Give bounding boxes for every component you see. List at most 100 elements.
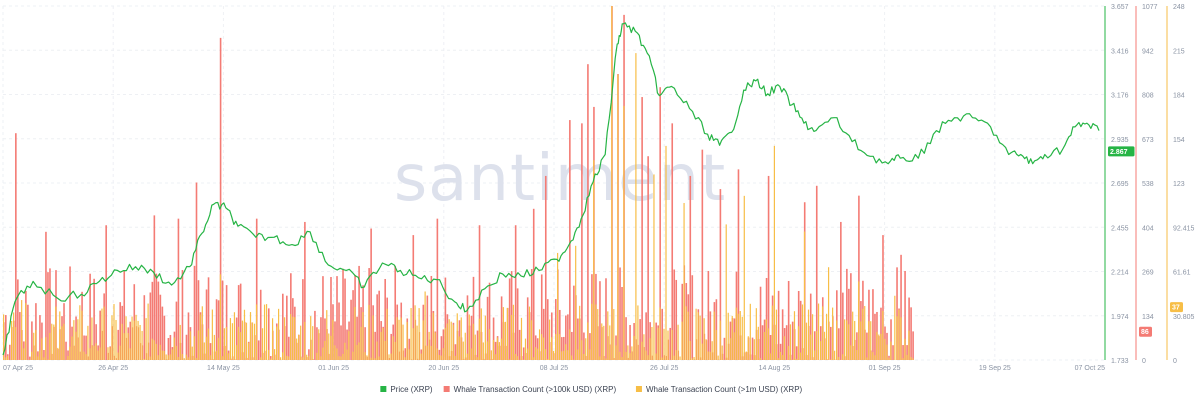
bar [444,327,446,360]
bar [440,355,442,360]
bar [530,320,533,360]
bar [354,306,356,360]
bar [769,353,771,360]
bar [767,175,770,360]
whale-1m-axis: 248 215 184 154 123 92.415 61.61 30.805 0 37 [1166,4,1195,365]
bar [390,353,392,360]
bar [225,285,228,360]
legend-item[interactable]: Price (XRP) [380,385,433,394]
bar [57,347,59,360]
bar [719,320,721,360]
bar [61,326,63,360]
bar [145,318,147,360]
bar [267,349,270,360]
bar [619,267,621,360]
bar [880,333,882,360]
x-tick-label: 19 Sep 25 [979,365,1011,372]
bar [17,279,19,360]
bar [834,350,836,360]
legend-item[interactable]: Whale Transaction Count (>100k USD) (XRP… [443,385,617,394]
bar [904,270,906,360]
bar [476,330,479,360]
bar [125,316,127,360]
bar [438,354,440,360]
bar [856,332,858,360]
bar [705,339,707,360]
tick-label: 673 [1142,137,1154,144]
bar [627,345,629,360]
bar [314,310,316,360]
bar [589,349,591,360]
bar [213,334,215,360]
legend-item[interactable]: Whale Transaction Count (>1m USD) (XRP) [635,385,803,394]
bar [516,288,519,360]
bar [249,312,252,360]
whale-1m-bars [3,6,914,361]
bar [898,309,900,360]
bar [334,345,336,360]
bar [747,336,749,360]
bar [458,336,460,360]
bar [193,265,196,360]
bar [478,318,480,360]
bar [151,338,153,360]
bar [69,266,71,360]
bar [669,327,672,360]
bar [896,267,898,360]
bar [338,356,340,360]
bar [687,311,689,360]
bar [679,356,681,360]
bar [544,175,547,360]
bar [201,306,203,360]
bar [406,321,408,360]
bar [878,334,880,360]
bar [880,307,882,360]
bar [508,278,511,360]
tick-label: 2.935 [1111,137,1129,144]
bar [860,321,862,360]
bar [673,269,676,360]
current-value-badge [1139,326,1152,337]
bar [641,97,643,361]
bar [649,338,651,360]
bar [825,313,828,360]
tick-label: 134 [1142,314,1154,321]
bar [251,322,254,360]
bar [830,359,832,360]
bar [701,343,703,360]
bar [743,195,745,360]
bar [31,351,33,360]
bar [51,323,53,360]
bar [801,304,804,360]
bar [896,316,898,360]
bar [553,351,555,360]
bar [181,354,183,360]
bar [846,268,848,360]
bar [815,185,818,360]
legend-swatch [443,386,450,392]
bar [807,309,810,360]
bar [195,182,198,360]
bar [518,329,521,360]
bar [129,348,131,360]
bar [304,321,306,360]
bar [372,315,374,360]
price-line [2,22,1100,356]
bar [187,312,190,360]
bar [179,324,181,360]
bar [872,289,874,360]
bar [561,337,563,360]
bar [163,350,165,360]
bar [133,320,135,360]
bar [777,358,780,360]
legend[interactable]: Price (XRP) Whale Transaction Count (>100… [380,385,803,394]
bar [75,331,77,360]
bar [733,332,735,360]
bar [864,306,866,360]
bar [542,308,545,360]
bar [836,320,838,360]
bar [789,324,792,360]
bar [322,347,324,360]
bar [356,345,358,360]
bar [500,296,503,360]
